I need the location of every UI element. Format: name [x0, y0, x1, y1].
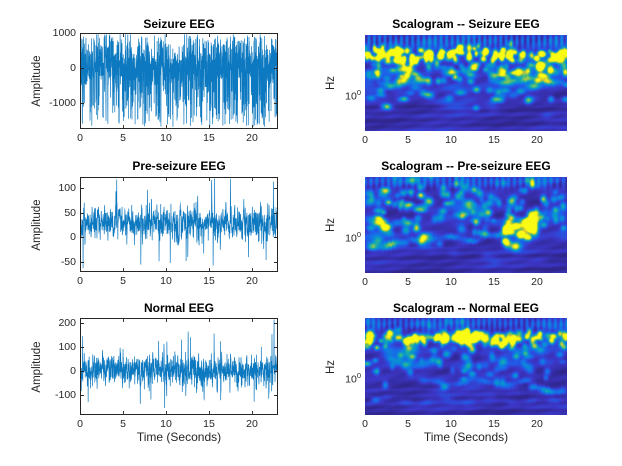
- log-tick-mantissa: 10: [345, 90, 357, 103]
- x-tick-label: 0: [77, 418, 83, 430]
- pre-seizure-eeg-plot: [80, 177, 278, 272]
- plot-title-scalogram-normal: Scalogram -- Normal EEG: [392, 301, 540, 315]
- y-tick-label: 0: [70, 62, 76, 74]
- x-tick-label: 5: [120, 132, 126, 144]
- x-tick-label: 15: [488, 276, 500, 288]
- x-tick-label: 20: [246, 418, 258, 430]
- x-tick-label: 20: [246, 132, 258, 144]
- x-tick-label: 5: [405, 276, 411, 288]
- y-tick-label: 0: [70, 365, 76, 377]
- y-tick-label: -50: [60, 256, 76, 268]
- x-tick-label: 15: [203, 275, 215, 287]
- x-tick-label: 0: [362, 276, 368, 288]
- x-tick-label: 10: [160, 418, 172, 430]
- x-axis-label-time: Time (Seconds): [136, 430, 222, 444]
- log-tick-mantissa: 10: [345, 232, 357, 245]
- x-tick-label: 5: [120, 418, 126, 430]
- x-axis-label-time: Time (Seconds): [423, 430, 509, 444]
- x-tick-label: 10: [445, 418, 457, 430]
- plot-title-scalogram-pre-seizure: Scalogram -- Pre-seizure EEG: [381, 159, 551, 173]
- x-tick-label: 0: [362, 418, 368, 430]
- x-tick-label: 10: [445, 134, 457, 146]
- x-tick-label: 20: [246, 275, 258, 287]
- y-tick-label: -1000: [49, 97, 76, 109]
- y-tick-label: 100: [58, 341, 76, 353]
- x-tick-label: 10: [445, 276, 457, 288]
- y-tick-label: 0: [70, 231, 76, 243]
- y-axis-label-hz: Hz: [325, 75, 337, 91]
- x-tick-label: 10: [160, 275, 172, 287]
- x-tick-label: 15: [203, 418, 215, 430]
- x-tick-label: 0: [362, 134, 368, 146]
- x-tick-label: 0: [77, 275, 83, 287]
- plot-title-normal: Normal EEG: [143, 301, 215, 315]
- scalogram-normal-plot: [365, 318, 567, 415]
- y-axis-label-hz: Hz: [325, 359, 337, 374]
- y-axis-label-hz: Hz: [325, 217, 337, 233]
- x-tick-label: 5: [120, 275, 126, 287]
- x-tick-label: 20: [531, 276, 543, 288]
- x-tick-label: 5: [405, 418, 411, 430]
- x-tick-label: 15: [203, 132, 215, 144]
- x-tick-label: 20: [531, 418, 543, 430]
- plot-title-seizure: Seizure EEG: [143, 17, 215, 31]
- log-tick-exponent: 0: [356, 371, 361, 380]
- y-tick-label: 100: [58, 182, 76, 194]
- seizure-eeg-plot: [80, 33, 278, 129]
- normal-eeg-plot: [80, 318, 278, 415]
- x-tick-label: 10: [160, 132, 172, 144]
- x-tick-label: 15: [488, 134, 500, 146]
- x-tick-label: 0: [77, 132, 83, 144]
- y-tick-label-log: 100: [337, 87, 361, 103]
- plot-title-scalogram-seizure: Scalogram -- Seizure EEG: [392, 17, 540, 31]
- x-tick-label: 20: [531, 134, 543, 146]
- y-tick-label: 200: [58, 317, 76, 329]
- log-tick-exponent: 0: [356, 88, 361, 97]
- plot-title-pre-seizure: Pre-seizure EEG: [132, 159, 226, 173]
- log-tick-mantissa: 10: [345, 373, 357, 386]
- y-tick-label-log: 100: [337, 370, 361, 386]
- scalogram-pre-seizure-plot: [365, 177, 567, 273]
- x-tick-label: 15: [488, 418, 500, 430]
- x-tick-label: 5: [405, 134, 411, 146]
- log-tick-exponent: 0: [356, 230, 361, 239]
- scalogram-seizure-plot: [365, 35, 567, 131]
- y-tick-label: 1000: [52, 27, 76, 39]
- y-tick-label: 50: [64, 207, 76, 219]
- y-axis-label-amplitude: Amplitude: [31, 55, 43, 107]
- y-tick-label: -100: [54, 389, 76, 401]
- y-tick-label-log: 100: [337, 229, 361, 245]
